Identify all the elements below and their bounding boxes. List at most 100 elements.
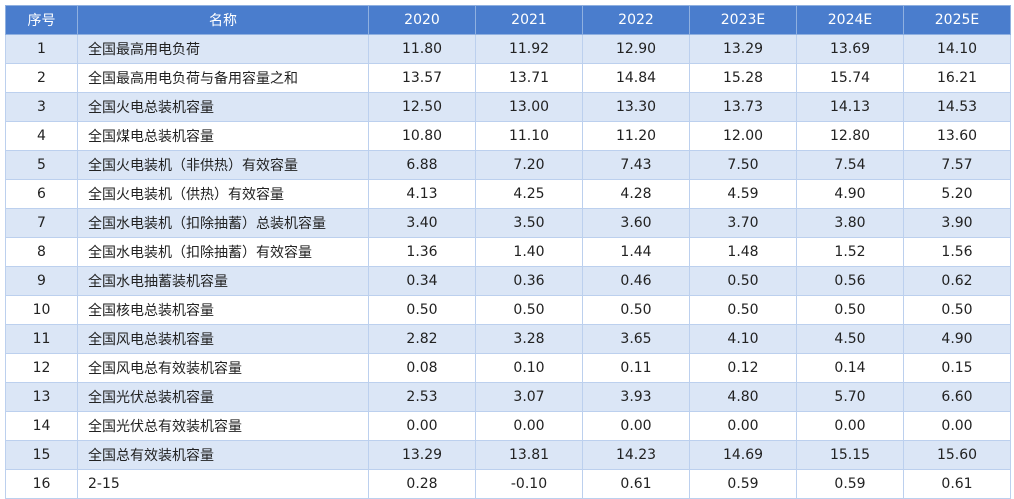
row-name: 全国火电总装机容量: [77, 92, 369, 122]
header-name: 名称: [77, 5, 369, 35]
row-name: 全国最高用电负荷: [77, 34, 369, 64]
row-value: 14.23: [582, 440, 690, 470]
row-value: 11.20: [582, 121, 690, 151]
row-value: 10.80: [368, 121, 476, 151]
table-row: 11 全国风电总装机容量 2.82 3.28 3.65 4.10 4.50 4.90: [5, 324, 1011, 354]
row-index: 1: [5, 34, 78, 64]
row-value: 13.81: [475, 440, 583, 470]
row-value: 0.61: [582, 469, 690, 499]
row-value: 0.34: [368, 266, 476, 296]
row-value: 0.15: [903, 353, 1011, 383]
row-value: 0.62: [903, 266, 1011, 296]
row-value: 0.28: [368, 469, 476, 499]
row-value: 12.80: [796, 121, 904, 151]
row-value: 6.88: [368, 150, 476, 180]
row-value: 4.59: [689, 179, 797, 209]
row-value: 4.28: [582, 179, 690, 209]
row-value: 3.07: [475, 382, 583, 412]
row-index: 4: [5, 121, 78, 151]
row-value: 0.50: [903, 295, 1011, 325]
table-row: 10 全国核电总装机容量 0.50 0.50 0.50 0.50 0.50 0.50: [5, 295, 1011, 325]
row-value: 0.12: [689, 353, 797, 383]
row-value: 15.28: [689, 63, 797, 93]
row-value: 2.53: [368, 382, 476, 412]
row-name: 全国水电装机（扣除抽蓄）有效容量: [77, 237, 369, 267]
row-value: 0.00: [689, 411, 797, 441]
row-value: 3.28: [475, 324, 583, 354]
row-value: 1.48: [689, 237, 797, 267]
row-value: 7.54: [796, 150, 904, 180]
header-2025e: 2025E: [903, 5, 1011, 35]
row-value: 1.40: [475, 237, 583, 267]
row-value: 4.90: [796, 179, 904, 209]
row-value: 0.50: [368, 295, 476, 325]
row-name: 全国总有效装机容量: [77, 440, 369, 470]
row-value: 0.00: [368, 411, 476, 441]
row-value: 13.60: [903, 121, 1011, 151]
row-value: 0.36: [475, 266, 583, 296]
row-value: 3.90: [903, 208, 1011, 238]
header-2021: 2021: [475, 5, 583, 35]
header-2024e: 2024E: [796, 5, 904, 35]
row-value: 3.93: [582, 382, 690, 412]
row-index: 13: [5, 382, 78, 412]
row-index: 12: [5, 353, 78, 383]
table-row: 6 全国火电装机（供热）有效容量 4.13 4.25 4.28 4.59 4.90 5.20: [5, 179, 1011, 209]
row-name: 全国水电装机（扣除抽蓄）总装机容量: [77, 208, 369, 238]
row-index: 15: [5, 440, 78, 470]
row-value: 1.56: [903, 237, 1011, 267]
row-value: 3.70: [689, 208, 797, 238]
row-index: 2: [5, 63, 78, 93]
table-body: 1 全国最高用电负荷 11.80 11.92 12.90 13.29 13.69 14.10 2…: [5, 34, 1011, 499]
row-name: 全国火电装机（供热）有效容量: [77, 179, 369, 209]
table-row: 12 全国风电总有效装机容量 0.08 0.10 0.11 0.12 0.14 0.15: [5, 353, 1011, 383]
row-value: 1.52: [796, 237, 904, 267]
row-index: 9: [5, 266, 78, 296]
row-value: 11.92: [475, 34, 583, 64]
row-value: 0.61: [903, 469, 1011, 499]
row-value: 7.20: [475, 150, 583, 180]
table-row: 16 2-15 0.28 -0.10 0.61 0.59 0.59 0.61: [5, 469, 1011, 499]
row-value: 13.73: [689, 92, 797, 122]
row-value: 0.14: [796, 353, 904, 383]
row-value: 4.50: [796, 324, 904, 354]
row-index: 8: [5, 237, 78, 267]
capacity-table: 序号 名称 2020 2021 2022 2023E 2024E 2025E 1…: [5, 5, 1011, 499]
row-value: 14.69: [689, 440, 797, 470]
row-value: 13.57: [368, 63, 476, 93]
row-value: 3.40: [368, 208, 476, 238]
row-value: 4.80: [689, 382, 797, 412]
row-value: 4.10: [689, 324, 797, 354]
row-name: 全国风电总装机容量: [77, 324, 369, 354]
table-row: 15 全国总有效装机容量 13.29 13.81 14.23 14.69 15.15 15.6…: [5, 440, 1011, 470]
row-value: 11.10: [475, 121, 583, 151]
row-value: 1.44: [582, 237, 690, 267]
row-value: 14.13: [796, 92, 904, 122]
row-value: 0.11: [582, 353, 690, 383]
header-2023e: 2023E: [689, 5, 797, 35]
row-index: 10: [5, 295, 78, 325]
table-row: 14 全国光伏总有效装机容量 0.00 0.00 0.00 0.00 0.00 0.00: [5, 411, 1011, 441]
row-value: 15.60: [903, 440, 1011, 470]
capacity-table-container: 序号 名称 2020 2021 2022 2023E 2024E 2025E 1…: [5, 5, 1011, 499]
row-value: 0.00: [582, 411, 690, 441]
row-value: 16.21: [903, 63, 1011, 93]
row-value: 2.82: [368, 324, 476, 354]
row-value: 6.60: [903, 382, 1011, 412]
row-value: 12.00: [689, 121, 797, 151]
row-value: 3.80: [796, 208, 904, 238]
row-value: 5.70: [796, 382, 904, 412]
row-value: 3.50: [475, 208, 583, 238]
row-value: 15.74: [796, 63, 904, 93]
header-2020: 2020: [368, 5, 476, 35]
table-row: 2 全国最高用电负荷与备用容量之和 13.57 13.71 14.84 15.28 15.7…: [5, 63, 1011, 93]
row-value: 13.29: [368, 440, 476, 470]
row-value: 14.84: [582, 63, 690, 93]
row-value: 5.20: [903, 179, 1011, 209]
row-value: 4.25: [475, 179, 583, 209]
row-index: 14: [5, 411, 78, 441]
row-value: 0.59: [689, 469, 797, 499]
row-value: 7.57: [903, 150, 1011, 180]
header-2022: 2022: [582, 5, 690, 35]
row-name: 2-15: [77, 469, 369, 499]
